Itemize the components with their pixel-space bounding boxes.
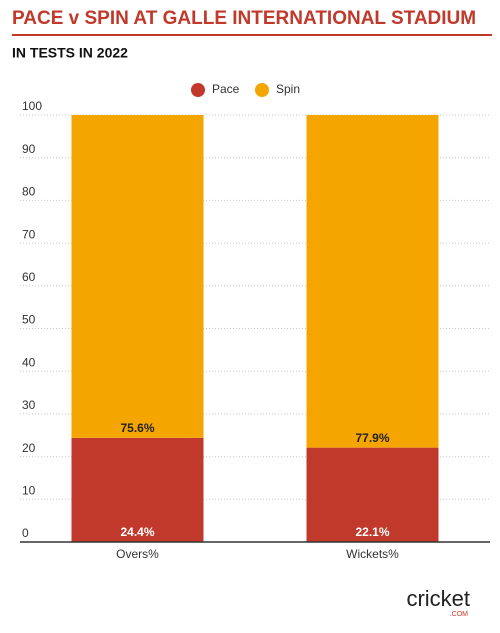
value-label: 75.6% [120, 421, 154, 435]
y-tick-label: 20 [22, 441, 36, 455]
y-tick-label: 80 [22, 185, 36, 199]
chart-title: PACE v SPIN AT GALLE INTERNATIONAL STADI… [12, 8, 476, 29]
x-tick-label: Overs% [116, 547, 159, 561]
bar-segment [71, 115, 204, 438]
y-tick-label: 90 [22, 142, 36, 156]
y-tick-label: 30 [22, 398, 36, 412]
y-tick-label: 100 [22, 99, 42, 113]
logo-name: cricket [406, 586, 470, 611]
y-tick-label: 0 [22, 526, 29, 540]
bar-segment [71, 437, 204, 542]
logo: cricket .COM [406, 586, 470, 618]
legend-swatch [255, 83, 269, 97]
logo-suffix: .COM [450, 611, 468, 618]
y-tick-label: 10 [22, 483, 36, 497]
legend-label: Spin [276, 82, 300, 96]
chart-subtitle: IN TESTS IN 2022 [12, 45, 128, 61]
y-tick-label: 50 [22, 313, 36, 327]
bar-segment [306, 115, 439, 448]
bar-segment [306, 447, 439, 542]
value-label: 24.4% [120, 525, 154, 539]
y-tick-label: 60 [22, 270, 36, 284]
value-label: 77.9% [355, 431, 389, 445]
x-tick-label: Wickets% [346, 547, 399, 561]
y-tick-label: 40 [22, 355, 36, 369]
y-tick-label: 70 [22, 227, 36, 241]
value-label: 22.1% [355, 525, 389, 539]
legend-swatch [191, 83, 205, 97]
legend-label: Pace [212, 82, 240, 96]
